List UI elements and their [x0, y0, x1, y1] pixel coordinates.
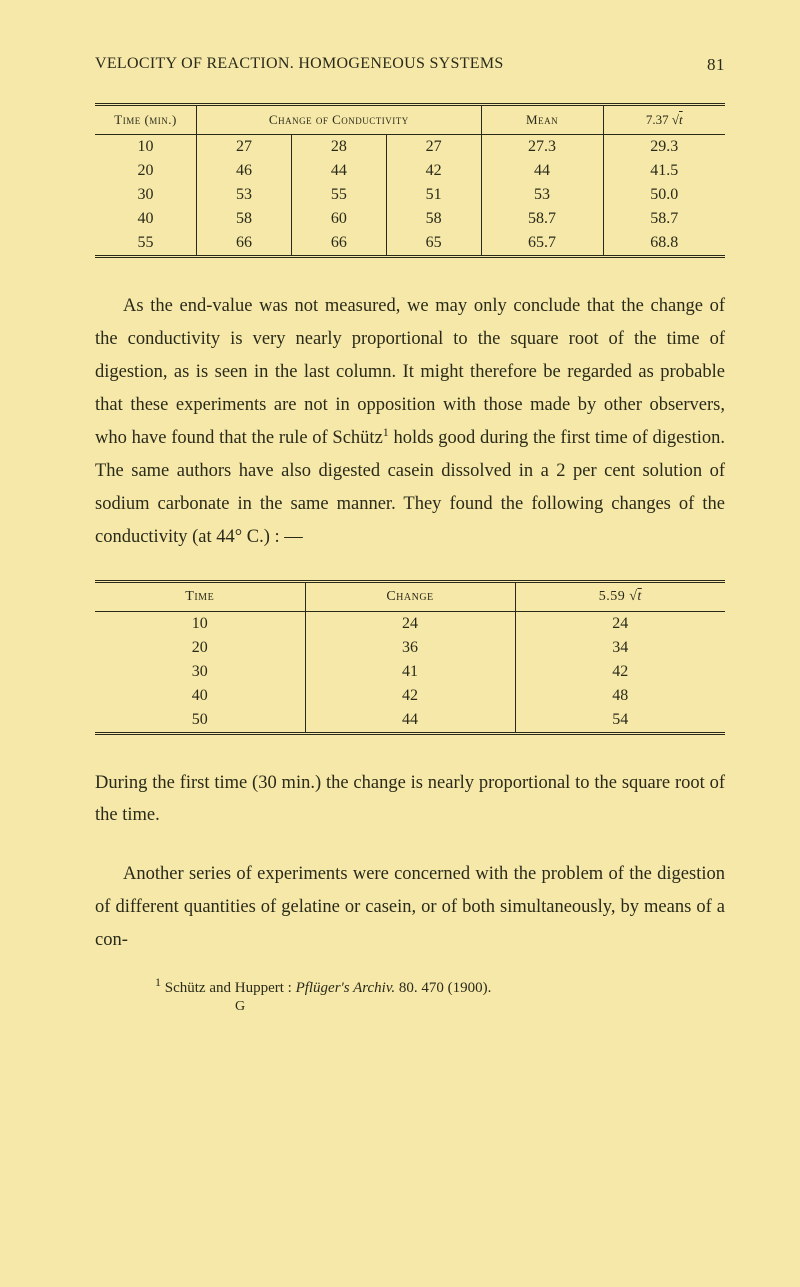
- col-mean: Mean: [481, 105, 603, 135]
- paragraph-2: During the first time (30 min.) the chan…: [95, 767, 725, 833]
- table-row: 20 36 34: [95, 636, 725, 660]
- col-time: Time: [95, 581, 305, 611]
- table-row: 10 24 24: [95, 611, 725, 636]
- footnote: 1 Schütz and Huppert : Pflüger's Archiv.…: [95, 975, 725, 997]
- table-row: 10 27 28 27 27.3 29.3: [95, 135, 725, 160]
- table-row: 30 41 42: [95, 660, 725, 684]
- paragraph-1: As the end-value was not measured, we ma…: [95, 290, 725, 554]
- conductivity-table-2: Time Change 5.59 √t 10 24 24 20 36 34 30…: [95, 580, 725, 735]
- page-number: 81: [707, 55, 725, 75]
- col-change: Change of Conductivity: [197, 105, 481, 135]
- table-row: 55 66 66 65 65.7 68.8: [95, 231, 725, 257]
- paragraph-3: Another series of experiments were conce…: [95, 858, 725, 957]
- conductivity-table-1: Time (min.) Change of Conductivity Mean …: [95, 103, 725, 258]
- table-header-row: Time (min.) Change of Conductivity Mean …: [95, 105, 725, 135]
- table-body: 10 24 24 20 36 34 30 41 42 40 42 48 50 4…: [95, 611, 725, 733]
- table-row: 30 53 55 51 53 50.0: [95, 183, 725, 207]
- col-change: Change: [305, 581, 515, 611]
- table-row: 40 42 48: [95, 684, 725, 708]
- table-row: 50 44 54: [95, 708, 725, 734]
- col-sqrt: 7.37 √t: [603, 105, 725, 135]
- col-time: Time (min.): [95, 105, 197, 135]
- header-title: VELOCITY OF REACTION. HOMOGENEOUS SYSTEM…: [95, 55, 504, 75]
- page-header: VELOCITY OF REACTION. HOMOGENEOUS SYSTEM…: [95, 55, 725, 75]
- table-header-row: Time Change 5.59 √t: [95, 581, 725, 611]
- table-body: 10 27 28 27 27.3 29.3 20 46 44 42 44 41.…: [95, 135, 725, 257]
- signature-mark: G: [95, 999, 725, 1015]
- col-sqrt: 5.59 √t: [515, 581, 725, 611]
- table-row: 40 58 60 58 58.7 58.7: [95, 207, 725, 231]
- table-row: 20 46 44 42 44 41.5: [95, 159, 725, 183]
